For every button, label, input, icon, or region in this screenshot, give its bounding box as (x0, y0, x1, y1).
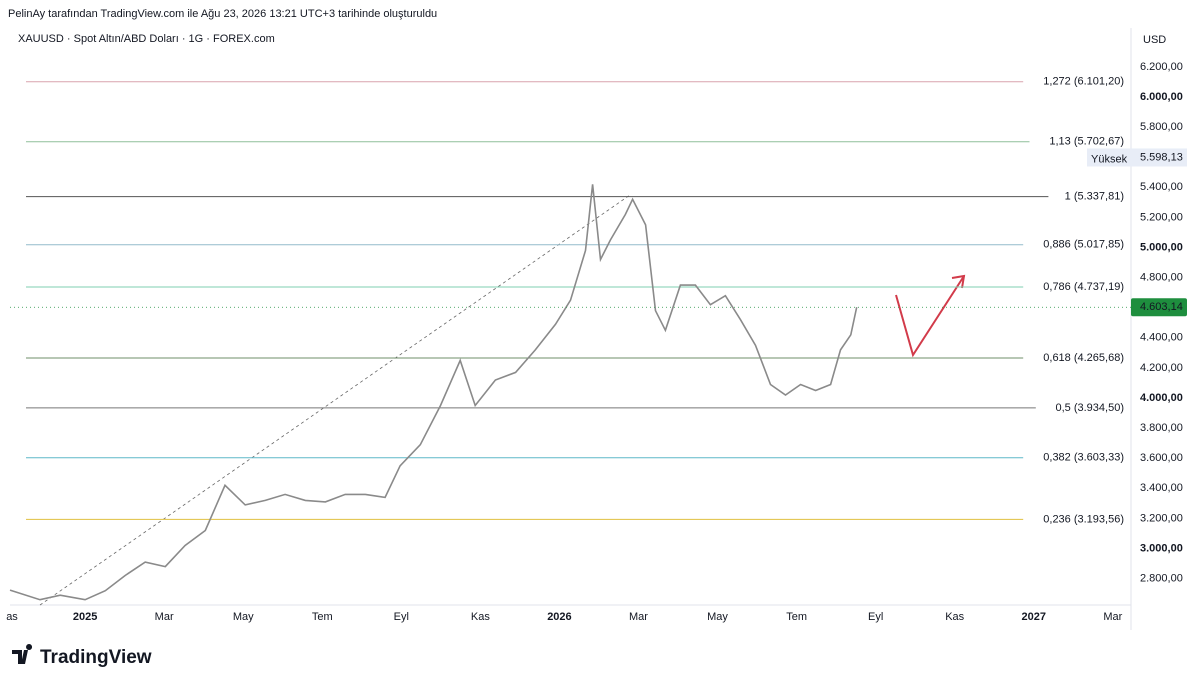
price-line (9, 184, 858, 601)
y-tick-label: 5.800,00 (1140, 121, 1183, 133)
y-tick-label: 4.800,00 (1140, 272, 1183, 284)
logo: TradingView (12, 644, 152, 668)
x-tick-label: Mar (629, 611, 648, 623)
fib-label: 0,886 (5.017,85) (1043, 239, 1124, 251)
fib-label-bg (1029, 134, 1126, 149)
y-tick-label: 4.400,00 (1140, 332, 1183, 344)
y-tick-label: 4.000,00 (1140, 392, 1183, 404)
y-tick-label: 2.800,00 (1140, 573, 1183, 585)
last-price-label: 4.603,14 (1140, 301, 1183, 313)
fib-label: 0,5 (3.934,50) (1056, 402, 1125, 414)
x-tick-label: Kas (945, 611, 964, 623)
fib-label: 1,13 (5.702,67) (1049, 136, 1124, 148)
credit: PelinAy tarafından TradingView.com ile A… (8, 8, 437, 20)
x-tick-label: Eyl (394, 611, 409, 623)
x-tick-label: Eyl (868, 611, 883, 623)
y-tick-label: 3.400,00 (1140, 482, 1183, 494)
fib-label-bg (1023, 351, 1126, 366)
last-price-badge (1131, 298, 1187, 317)
fib-label-bg (1023, 450, 1126, 465)
fib-label: 1 (5.337,81) (1065, 191, 1124, 203)
x-tick-label: 2026 (547, 611, 571, 623)
high-label: 5.598,13 (1140, 151, 1183, 163)
x-tick-label: 2027 (1022, 611, 1046, 623)
y-tick-label: 5.400,00 (1140, 181, 1183, 193)
x-tick-label: May (707, 611, 728, 623)
y-tick-label: 3.600,00 (1140, 452, 1183, 464)
x-tick-label: Tem (312, 611, 333, 623)
y-tick-label: 6.000,00 (1140, 91, 1183, 103)
x-tick-label: 2025 (73, 611, 97, 623)
y-tick-label: 3.000,00 (1140, 542, 1183, 554)
fib-label-bg (1035, 400, 1126, 415)
fib-label-bg (1048, 189, 1126, 204)
fib-label-bg (1023, 74, 1126, 89)
y-tick-label: 5.200,00 (1140, 211, 1183, 223)
arrow-head (951, 274, 966, 289)
fib-label-bg (1023, 512, 1126, 527)
fib-label: 1,272 (6.101,20) (1043, 76, 1124, 88)
fib-label: 0,618 (4.265,68) (1043, 352, 1124, 364)
x-tick-label: May (233, 611, 254, 623)
y-tick-label: 4.200,00 (1140, 362, 1183, 374)
x-tick-label: as (6, 611, 18, 623)
fib-label: 0,236 (3.193,56) (1043, 513, 1124, 525)
y-tick-label: 3.800,00 (1140, 422, 1183, 434)
fib-label: 0,786 (4.737,19) (1043, 281, 1124, 293)
x-tick-label: Tem (786, 611, 807, 623)
fib-label: 0,382 (3.603,33) (1043, 452, 1124, 464)
fib-label-bg (1023, 280, 1126, 295)
high-badge (1087, 148, 1187, 167)
x-tick-label: Mar (1103, 611, 1122, 623)
y-tick-label: 5.000,00 (1140, 241, 1183, 253)
chart-title: XAUUSD · Spot Altın/ABD Doları · 1G · FO… (18, 33, 275, 45)
y-tick-label: 6.200,00 (1140, 61, 1183, 73)
y-axis-label: USD (1143, 34, 1166, 46)
y-tick-label: 3.200,00 (1140, 512, 1183, 524)
x-tick-label: Kas (471, 611, 490, 623)
high-name: Yüksek (1091, 153, 1128, 165)
x-tick-label: Mar (155, 611, 174, 623)
fib-label-bg (1023, 237, 1126, 252)
brand: TradingView (40, 647, 152, 668)
arrow (895, 275, 965, 358)
